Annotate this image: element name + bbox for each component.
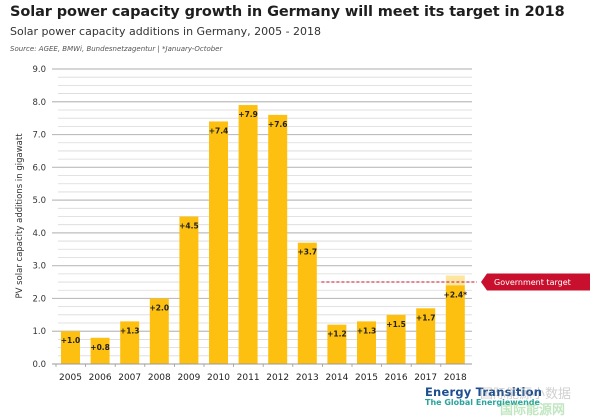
government-target: Government target (321, 273, 590, 291)
y-tick-label: 5.0 (32, 196, 46, 206)
y-tick-label: 2.0 (32, 294, 46, 304)
bars: +1.0 +0.8 +1.3 +2.0 +4.5 +7.4 +7.9 +7.6 +3.7 +1.2… (61, 105, 468, 365)
x-tick-label: 2009 (177, 373, 200, 383)
data-label: +0.8 (90, 343, 110, 352)
target-label-arrow (481, 273, 590, 291)
bar (416, 308, 436, 364)
y-axis-label: PV solar capacity additions in gigawatt (15, 133, 25, 299)
data-label: +4.5 (179, 222, 199, 231)
bar (357, 321, 376, 364)
y-tick-label: 3.0 (32, 262, 46, 272)
x-tick-label: 2007 (118, 373, 141, 383)
watermark-text-secondary: 国际能源网 (500, 403, 566, 418)
data-label: +1.3 (357, 326, 377, 335)
x-tick-label: 2008 (148, 373, 171, 383)
logo-main-text: Energy Transition (425, 385, 543, 399)
y-tick-label: 1.0 (32, 327, 46, 337)
y-tick-label: 8.0 (32, 98, 46, 108)
x-tick-label: 2012 (266, 373, 289, 383)
x-tick-label: 2014 (325, 373, 348, 383)
data-label: +1.7 (416, 313, 436, 322)
bar (445, 285, 465, 364)
data-label: +7.6 (268, 120, 288, 129)
y-axis-ticks: 0.0 1.0 2.0 3.0 4.0 5.0 6.0 7.0 8.0 9.0 (32, 65, 46, 370)
y-tick-label: 6.0 (32, 163, 46, 173)
data-label: +2.4* (444, 290, 468, 299)
y-tick-label: 0.0 (32, 360, 46, 370)
bar (327, 324, 347, 364)
energy-transition-logo: Energy Transition The Global Energiewend… (425, 385, 542, 407)
x-tick-label: 2018 (444, 373, 467, 383)
bar (149, 298, 169, 364)
bar (268, 114, 288, 364)
data-label: +7.4 (209, 126, 229, 135)
x-tick-label: 2015 (355, 373, 378, 383)
bar (209, 121, 228, 364)
y-tick-label: 9.0 (32, 65, 46, 75)
data-label: +1.5 (386, 320, 406, 329)
bar (386, 314, 406, 364)
x-axis-ticks: 2005 2006 2007 2008 2009 2010 2011 2012 2013 2014… (55, 364, 467, 383)
chart-subtitle: Solar power capacity additions in German… (10, 25, 322, 38)
data-label: +1.0 (61, 336, 81, 345)
bar-projection (445, 275, 465, 286)
x-tick-label: 2016 (385, 373, 408, 383)
target-label: Government target (494, 278, 571, 287)
data-label: +3.7 (298, 248, 318, 257)
bar (238, 105, 258, 365)
chart-title: Solar power capacity growth in Germany w… (10, 4, 565, 20)
bar (297, 242, 317, 364)
logo-sub-text: The Global Energiewende (425, 398, 540, 407)
y-tick-label: 4.0 (32, 229, 46, 239)
data-label: +1.2 (327, 330, 347, 339)
bar (179, 216, 199, 364)
data-label: +2.0 (150, 303, 170, 312)
bar (90, 337, 110, 364)
bar (120, 321, 140, 364)
grid-lines (52, 68, 472, 357)
x-tick-label: 2006 (89, 373, 112, 383)
watermark-text: 国际能源小数据 (480, 387, 572, 402)
x-tick-label: 2005 (59, 373, 82, 383)
chart-source: Source: AGEE, BMWi, Bundesnetzagentur | … (10, 45, 223, 53)
x-tick-label: 2011 (237, 373, 260, 383)
data-label: +7.9 (238, 110, 258, 119)
data-label: +1.3 (120, 326, 140, 335)
x-tick-label: 2010 (207, 373, 230, 383)
bar (61, 331, 80, 364)
x-tick-label: 2013 (296, 373, 319, 383)
y-tick-label: 7.0 (32, 131, 46, 141)
x-tick-label: 2017 (414, 373, 437, 383)
